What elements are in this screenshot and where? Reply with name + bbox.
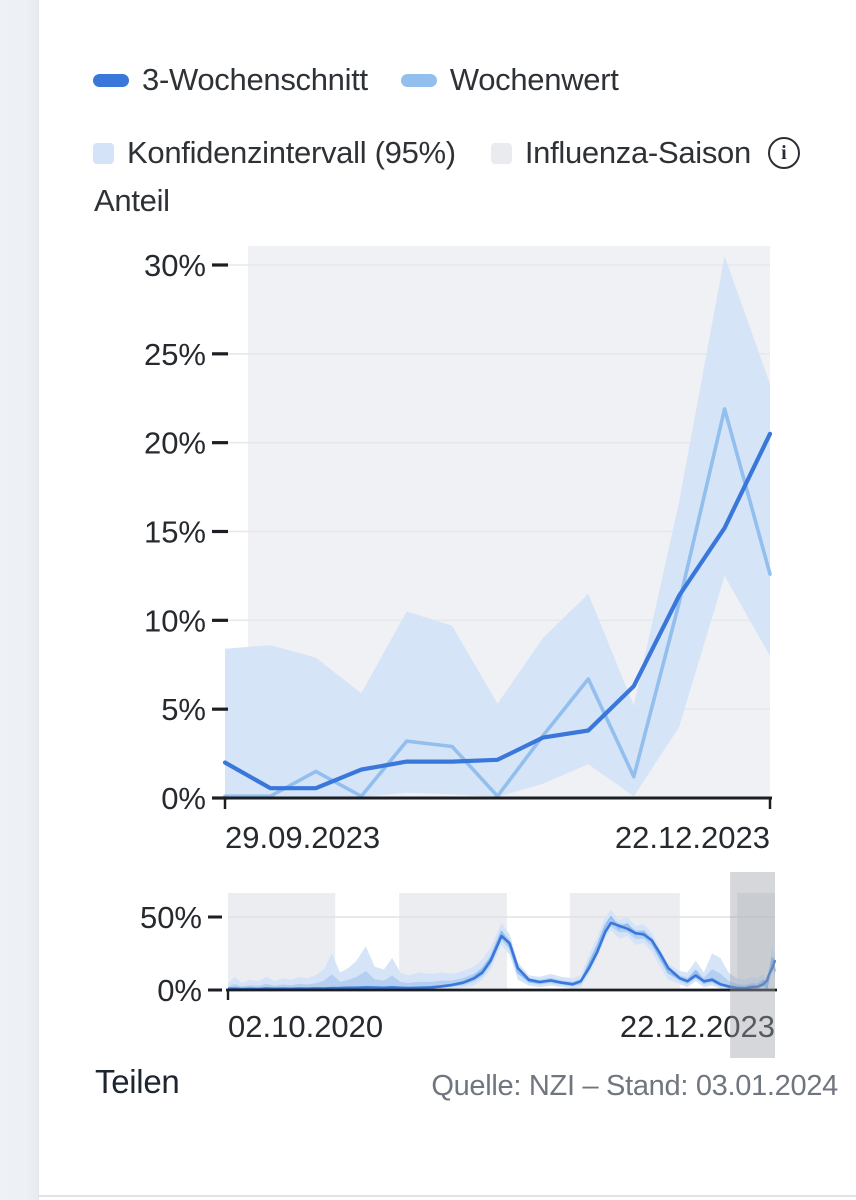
overview-chart[interactable]: 0% 50% 02.10.2020 22.12.2023 [140,872,777,1058]
legend-item-3-wochenschnitt: 3-Wochenschnitt [93,62,368,98]
main-y-tick-label: 25% [144,337,206,372]
main-chart[interactable]: 0% 5% 10% 15% 20% 25% 30% 29.09.2023 22.12.2023 [144,246,773,855]
main-y-tick-label: 5% [161,692,206,727]
info-icon-glyph: i [781,141,787,164]
legend-item-konfidenzintervall: Konfidenzintervall (95%) [93,135,456,171]
overview-season-region [569,893,680,990]
legend-label-3-wochenschnitt: 3-Wochenschnitt [142,62,368,97]
bottom-divider [38,1195,856,1197]
main-3-wochenschnitt-line [222,431,773,791]
share-button[interactable]: Teilen [95,1063,180,1100]
overview-season-region [228,893,336,990]
legend-label-konfidenzintervall: Konfidenzintervall (95%) [127,135,456,170]
overview-x-tick-label-end: 22.12.2023 [620,1009,775,1044]
overview-3-wochenschnitt-line [227,921,777,991]
legend-item-influenza-saison: Influenza-Saison [490,135,751,171]
brush-selection[interactable] [730,872,775,1058]
left-panel-edge [0,0,39,1200]
legend-swatch-wochenwert [400,73,437,87]
main-y-tick-label: 15% [144,515,206,550]
overview-y-tick-label: 50% [140,900,202,935]
y-axis-title: Anteil [94,183,170,218]
overview-inner-band [228,917,775,990]
overview-season-region [399,893,507,990]
overview-season-region [737,893,775,990]
legend-item-wochenwert: Wochenwert [400,62,619,98]
main-x-tick-label-start: 29.09.2023 [225,820,380,855]
legend-swatch-influenza-saison [490,142,512,164]
main-season-region [247,246,770,798]
main-x-tick-label-end: 22.12.2023 [615,820,770,855]
legend-swatch-konfidenzintervall [93,142,114,164]
legend-row-areas: Konfidenzintervall (95%) Influenza-Saiso… [93,135,800,171]
main-y-tick-label: 0% [161,781,206,816]
legend-label-influenza-saison: Influenza-Saison [524,135,751,170]
main-y-tick-label: 10% [144,603,206,638]
overview-wochenwert-line [227,916,776,991]
legend-row-lines: 3-Wochenschnitt Wochenwert [93,62,619,98]
legend-swatch-3-wochenschnitt [93,73,129,87]
overview-x-tick-label-start: 02.10.2020 [228,1009,383,1044]
main-confidence-band [225,256,770,798]
legend-label-wochenwert: Wochenwert [449,62,619,97]
overview-y-tick-label: 0% [157,973,202,1008]
main-wochenwert-line [223,407,772,799]
info-icon[interactable]: i [767,137,800,169]
overview-confidence-band [228,909,775,990]
source-note: Quelle: NZI – Stand: 03.01.2024 [431,1070,838,1102]
main-y-tick-label: 20% [144,426,206,461]
main-y-tick-label: 30% [144,248,206,283]
